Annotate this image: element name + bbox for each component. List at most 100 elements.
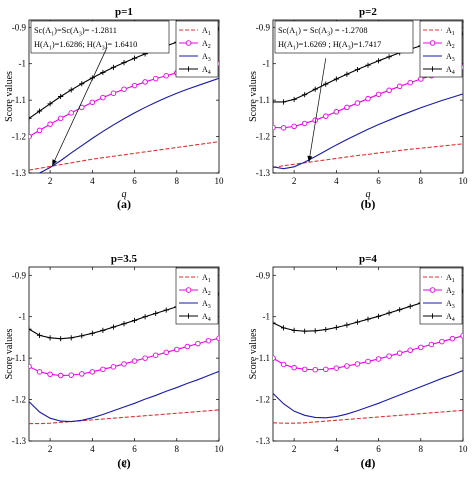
- data-point-A2: [29, 363, 32, 370]
- annotation-text: Sc(A: [278, 26, 295, 35]
- data-point-A2: [29, 133, 32, 140]
- data-point-A4: [302, 328, 308, 334]
- data-point-A2: [449, 335, 456, 342]
- data-point-A2: [57, 115, 64, 122]
- x-tick-label: 6: [376, 176, 381, 186]
- legend-entry-A4: A4: [446, 312, 455, 323]
- series-line-A1: [273, 143, 463, 169]
- data-point-A2: [291, 123, 297, 130]
- legend-letter: A: [202, 273, 208, 282]
- data-point-A2: [100, 366, 106, 373]
- x-tick-label: 10: [215, 444, 225, 454]
- data-point-A4: [273, 99, 276, 105]
- x-tick-label: 4: [334, 176, 339, 186]
- legend-subscript: 4: [208, 70, 211, 76]
- data-point-A2: [121, 86, 127, 92]
- chart-title: p=1: [115, 6, 133, 18]
- data-point-A2: [344, 363, 350, 369]
- data-point-A4: [131, 317, 138, 324]
- legend-entry-A2: A2: [446, 286, 455, 297]
- data-point-A2: [89, 369, 96, 375]
- legend-entry-A1: A1: [446, 273, 455, 284]
- annotation-subscript: 3: [79, 32, 82, 38]
- data-point-A2: [110, 364, 117, 370]
- legend-subscript: 4: [208, 317, 211, 323]
- y-tick-label: -0.9: [256, 270, 271, 280]
- data-point-A4: [68, 335, 74, 341]
- data-point-A4: [323, 81, 329, 87]
- data-point-A4: [68, 87, 74, 93]
- y-tick-label: -1.2: [256, 132, 270, 142]
- legend-letter: A: [446, 26, 452, 35]
- data-point-A2: [323, 113, 329, 119]
- y-tick-label: -1: [263, 312, 271, 322]
- legend-subscript: 1: [452, 31, 455, 37]
- y-tick-label: -1.1: [256, 95, 270, 105]
- data-point-A4: [354, 319, 361, 325]
- legend-entry-A2: A2: [202, 286, 211, 297]
- x-tick-label: 2: [48, 176, 53, 186]
- annotation-subscript: 1: [51, 32, 54, 38]
- data-point-A4: [110, 324, 117, 330]
- legend-letter: A: [202, 312, 208, 321]
- annotation-text: H(A: [278, 40, 293, 49]
- annotation-box: [274, 20, 414, 54]
- data-point-A4: [163, 307, 169, 313]
- y-axis-label: Score values: [248, 328, 259, 379]
- legend-subscript: 3: [452, 57, 455, 63]
- data-point-A2: [163, 349, 169, 356]
- data-point-A2: [333, 109, 340, 115]
- data-point-A2: [344, 104, 350, 111]
- legend-subscript: 2: [208, 44, 211, 50]
- data-point-A4: [100, 327, 106, 333]
- data-point-A2: [386, 87, 392, 94]
- data-point-A4: [333, 324, 339, 331]
- x-tick-label: 6: [132, 176, 137, 186]
- legend-subscript: 3: [208, 57, 211, 63]
- data-point-A2: [428, 341, 435, 348]
- legend-letter: A: [446, 273, 452, 282]
- data-point-A2: [439, 338, 445, 345]
- legend-entry-A3: A3: [202, 52, 211, 63]
- data-point-A2: [152, 75, 159, 82]
- y-tick-label: -1.2: [12, 395, 26, 405]
- data-point-A4: [36, 108, 43, 114]
- x-tick-label: 2: [292, 444, 297, 454]
- data-point-A2: [47, 121, 53, 127]
- x-tick-label: 8: [419, 444, 424, 454]
- annotation-text: H(A: [34, 40, 49, 49]
- series-line-A3: [273, 370, 463, 419]
- series-line-A1: [29, 141, 219, 171]
- data-point-A2: [131, 82, 138, 89]
- legend-subscript: 1: [208, 31, 211, 37]
- data-point-A4: [36, 332, 43, 338]
- x-axis-label: q: [366, 189, 371, 200]
- legend-letter: A: [446, 286, 452, 295]
- annotation-arrow-head: [52, 159, 58, 166]
- data-point-A4: [302, 92, 308, 98]
- data-point-A4: [386, 310, 392, 316]
- data-point-A4: [280, 99, 287, 105]
- annotation-subscript: 1: [49, 46, 52, 52]
- data-point-A4: [397, 307, 403, 313]
- legend-entry-A4: A4: [202, 312, 211, 323]
- annotation-text: )=1.7417: [351, 40, 382, 49]
- annotation-subscript: 3: [102, 46, 105, 52]
- x-tick-label: 2: [292, 176, 297, 186]
- legend-letter: A: [446, 65, 452, 74]
- chart-panel-1: p=1 2 4 6 8 10 -1.3 -1.2 -1.1 -1 -0.9 q Score values…: [4, 6, 224, 211]
- data-point-A4: [344, 71, 350, 77]
- legend-letter: A: [202, 52, 208, 61]
- x-axis-label: q: [366, 457, 371, 468]
- y-tick-label: -1.3: [12, 168, 27, 178]
- legend-marker: [185, 287, 192, 293]
- data-point-A4: [142, 314, 148, 320]
- data-point-A2: [57, 372, 64, 379]
- chart-title: p=3.5: [111, 253, 138, 265]
- legend-letter: A: [202, 286, 208, 295]
- data-point-A2: [418, 344, 424, 351]
- legend-marker: [429, 287, 436, 293]
